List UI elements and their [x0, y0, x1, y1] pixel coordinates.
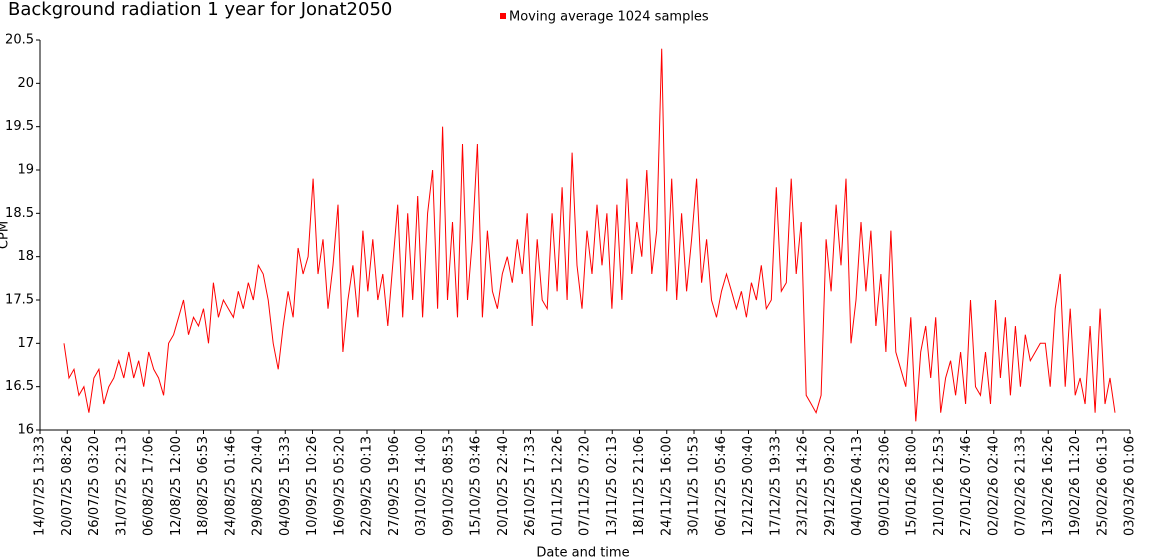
x-tick-label: 22/09/25 00:13 — [360, 436, 375, 536]
x-tick-label: 30/11/25 10:53 — [687, 436, 702, 536]
x-tick-label: 31/07/25 22:13 — [114, 436, 129, 536]
legend-swatch — [500, 13, 506, 19]
x-tick-label: 07/11/25 07:20 — [578, 436, 593, 536]
x-tick-label: 02/02/26 02:40 — [986, 436, 1001, 536]
x-tick-label: 06/08/25 17:06 — [142, 436, 157, 536]
x-tick-label: 25/02/26 06:13 — [1095, 436, 1110, 536]
x-tick-label: 03/03/26 01:06 — [1123, 436, 1138, 536]
y-tick-label: 20 — [17, 76, 34, 91]
y-tick-label: 16.5 — [5, 379, 34, 394]
y-tick-label: 18.5 — [5, 206, 34, 221]
x-tick-label: 24/11/25 16:00 — [659, 436, 674, 536]
y-axis-label: CPM — [0, 221, 12, 249]
chart-title: Background radiation 1 year for Jonat205… — [8, 0, 392, 20]
x-tick-label: 15/01/26 18:00 — [905, 436, 920, 536]
legend-label: Moving average 1024 samples — [509, 10, 709, 25]
x-tick-label: 16/09/25 05:20 — [332, 436, 347, 536]
x-tick-label: 06/12/25 05:46 — [714, 436, 729, 536]
y-tick-label: 20.5 — [5, 33, 34, 48]
x-tick-label: 24/08/25 01:46 — [223, 436, 238, 536]
x-tick-label: 10/09/25 10:26 — [305, 436, 320, 536]
x-tick-label: 14/07/25 13:33 — [33, 436, 48, 536]
x-tick-label: 27/09/25 19:06 — [387, 436, 402, 536]
data-line — [63, 48, 1116, 422]
x-tick-label: 20/10/25 22:40 — [496, 436, 511, 536]
x-tick-label: 04/01/26 04:13 — [850, 436, 865, 536]
x-tick-label: 21/01/26 12:53 — [932, 436, 947, 536]
x-tick-label: 26/07/25 03:20 — [87, 436, 102, 536]
x-tick-label: 26/10/25 17:33 — [523, 436, 538, 536]
x-tick-label: 01/11/25 12:26 — [550, 436, 565, 536]
y-tick-label: 19.5 — [5, 119, 34, 134]
y-tick-label: 18 — [17, 249, 34, 264]
x-tick-label: 04/09/25 15:33 — [278, 436, 293, 536]
x-tick-label: 12/12/25 00:40 — [741, 436, 756, 536]
x-tick-label: 20/07/25 08:26 — [60, 436, 75, 536]
x-tick-label: 09/01/26 23:06 — [877, 436, 892, 536]
x-axis-label: Date and time — [536, 546, 629, 560]
x-tick-label: 12/08/25 12:00 — [169, 436, 184, 536]
x-tick-label: 23/12/25 14:26 — [796, 436, 811, 536]
y-tick-label: 19 — [17, 163, 34, 178]
x-tick-label: 27/01/26 07:46 — [959, 436, 974, 536]
x-tick-label: 29/12/25 09:20 — [823, 436, 838, 536]
x-tick-label: 13/02/26 16:26 — [1041, 436, 1056, 536]
x-tick-label: 07/02/26 21:33 — [1014, 436, 1029, 536]
x-tick-label: 15/10/25 03:46 — [469, 436, 484, 536]
y-tick-label: 17.5 — [5, 293, 34, 308]
y-tick-label: 17 — [17, 336, 34, 351]
y-tick-label: 16 — [17, 423, 34, 438]
x-tick-label: 03/10/25 14:00 — [414, 436, 429, 536]
x-tick-label: 19/02/26 11:20 — [1068, 436, 1083, 536]
x-tick-label: 18/11/25 21:06 — [632, 436, 647, 536]
x-tick-label: 18/08/25 06:53 — [196, 436, 211, 536]
x-tick-label: 29/08/25 20:40 — [251, 436, 266, 536]
x-tick-label: 17/12/25 19:33 — [768, 436, 783, 536]
x-tick-label: 13/11/25 02:13 — [605, 436, 620, 536]
x-tick-label: 09/10/25 08:53 — [441, 436, 456, 536]
